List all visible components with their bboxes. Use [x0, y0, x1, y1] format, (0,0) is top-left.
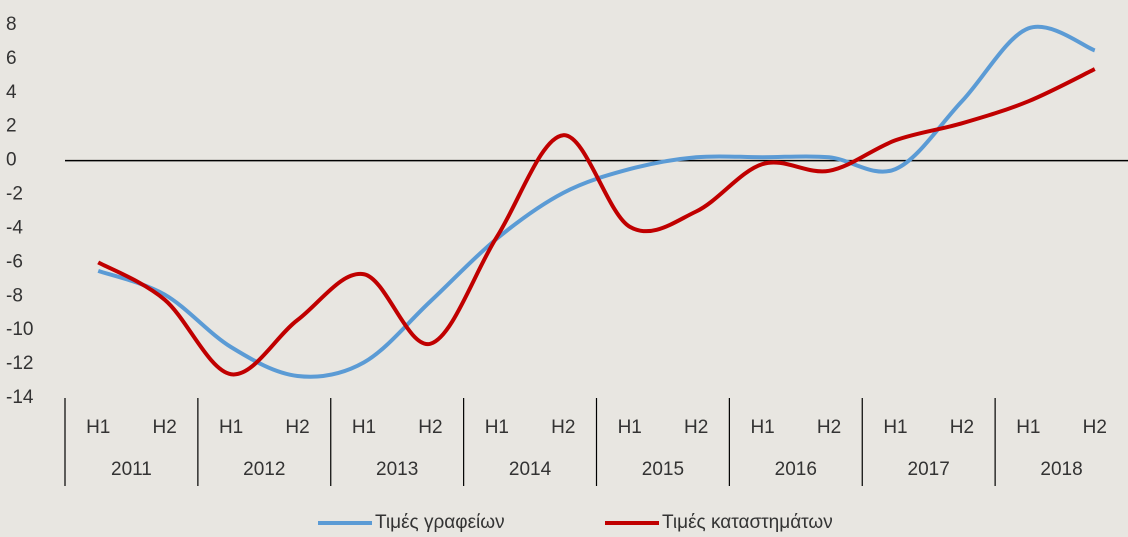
y-tick-label: -14 — [6, 387, 34, 408]
y-tick-label: -10 — [6, 319, 33, 340]
x-tick-label: H1 — [750, 417, 774, 438]
group-label: 2017 — [908, 459, 950, 480]
x-tick-label: H1 — [1016, 417, 1040, 438]
group-label: 2015 — [642, 459, 684, 480]
y-tick-label: 2 — [6, 116, 17, 137]
y-tick-label: -2 — [6, 184, 23, 205]
x-tick-label: H2 — [950, 417, 974, 438]
y-tick-label: -8 — [6, 285, 23, 306]
x-tick-label: H2 — [684, 417, 708, 438]
group-label: 2018 — [1040, 459, 1082, 480]
y-tick-label: 8 — [6, 14, 17, 35]
y-tick-label: 6 — [6, 48, 17, 69]
y-tick-label: -12 — [6, 353, 33, 374]
y-tick-label: 0 — [6, 150, 17, 171]
y-tick-label: -6 — [6, 251, 23, 272]
series-line — [97, 67, 1096, 377]
x-tick-label: H1 — [618, 417, 642, 438]
group-label: 2013 — [376, 459, 418, 480]
group-label: 2016 — [775, 459, 817, 480]
x-tick-label: H1 — [219, 417, 243, 438]
x-tick-label: H2 — [153, 417, 177, 438]
y-tick-label: -4 — [6, 217, 23, 238]
x-tick-label: H1 — [86, 417, 110, 438]
x-tick-label: H1 — [352, 417, 376, 438]
y-tick-label: 4 — [6, 82, 17, 103]
legend-label: Τιμές καταστημάτων — [662, 512, 833, 533]
group-label: 2012 — [243, 459, 285, 480]
group-label: 2011 — [111, 459, 152, 480]
group-label: 2014 — [509, 459, 552, 480]
x-tick-label: H2 — [418, 417, 442, 438]
x-tick-label: H2 — [285, 417, 309, 438]
legend-label: Τιμές γραφείων — [375, 512, 505, 533]
x-tick-label: H2 — [551, 417, 575, 438]
x-tick-label: H2 — [1083, 417, 1107, 438]
x-tick-label: H2 — [817, 417, 841, 438]
x-tick-label: H1 — [485, 417, 509, 438]
x-tick-label: H1 — [883, 417, 907, 438]
